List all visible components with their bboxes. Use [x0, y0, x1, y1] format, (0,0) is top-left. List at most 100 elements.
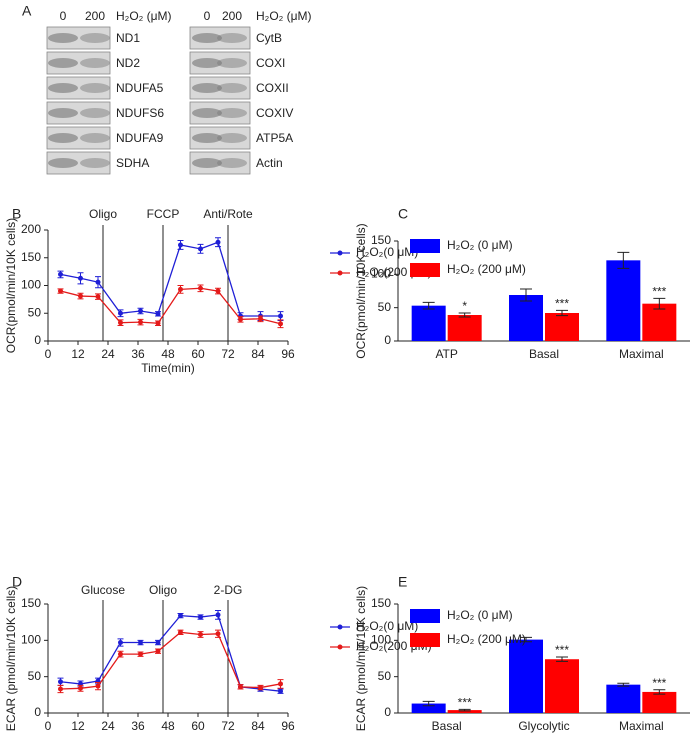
x-tick-label: 24 — [101, 719, 115, 733]
data-point — [78, 685, 83, 691]
y-axis-label: OCR(pmol/min/10K cells) — [4, 218, 18, 353]
event-label: Anti/Rote — [203, 207, 253, 221]
significance: *** — [555, 643, 569, 657]
data-point — [58, 288, 63, 294]
data-point — [215, 239, 221, 245]
blot-signal — [80, 108, 110, 118]
error-bar — [556, 656, 568, 662]
legend-label: H₂O₂(0 μM) — [356, 245, 418, 259]
legend-swatch — [410, 609, 440, 623]
bar — [606, 684, 641, 713]
bar — [411, 703, 446, 713]
data-point — [78, 293, 83, 299]
error-bar — [653, 297, 666, 310]
x-tick-label: 72 — [221, 719, 235, 733]
protein-label: COXI — [256, 56, 285, 70]
data-point — [178, 629, 183, 635]
blot-signal — [217, 33, 247, 43]
data-point — [258, 316, 263, 322]
data-point — [155, 311, 161, 317]
y-tick-label: 50 — [28, 305, 42, 319]
x-tick-label: 96 — [281, 719, 295, 733]
x-tick-label: 12 — [71, 347, 85, 361]
blot-band — [46, 76, 111, 100]
blot-signal — [192, 133, 222, 143]
protein-label: NDUFS6 — [116, 106, 164, 120]
x-tick-label: Glycolytic — [518, 719, 569, 733]
error-bar — [422, 301, 435, 310]
blot-signal — [192, 58, 222, 68]
x-tick-label: Maximal — [619, 719, 664, 733]
data-point — [58, 679, 63, 685]
data-point — [58, 271, 63, 277]
legend-label: H₂O₂(0 μM) — [356, 619, 418, 633]
data-point — [238, 684, 243, 690]
lane-label: 0 — [204, 9, 211, 23]
x-tick-label: 48 — [161, 719, 175, 733]
bar — [545, 659, 579, 713]
legend-label: H₂O₂ (200 μM) — [447, 262, 526, 276]
data-point — [138, 319, 143, 325]
data-point — [155, 640, 161, 646]
bar — [642, 691, 677, 713]
x-tick-label: 0 — [45, 719, 52, 733]
series-line — [60, 614, 281, 692]
data-point — [198, 632, 203, 638]
blot-signal — [192, 33, 222, 43]
significance: *** — [555, 297, 569, 311]
error-bar — [617, 682, 630, 687]
y-tick-label: 100 — [371, 267, 391, 281]
x-tick-label: 36 — [131, 719, 145, 733]
data-point — [238, 316, 243, 322]
blot-band — [46, 101, 111, 125]
error-bar — [617, 251, 630, 269]
blot-signal — [48, 83, 78, 93]
data-point — [95, 294, 101, 300]
lane-label: 0 — [60, 9, 67, 23]
blot-signal — [217, 133, 247, 143]
blot-signal — [80, 133, 110, 143]
error-bar — [458, 312, 471, 318]
data-point — [138, 640, 143, 646]
data-point — [95, 279, 101, 285]
bar — [642, 303, 677, 341]
panel-letter: E — [398, 574, 407, 590]
y-tick-label: 150 — [371, 233, 391, 247]
legend-marker — [337, 644, 343, 650]
legend-label: H₂O₂ (0 μM) — [447, 608, 513, 622]
event-label: Oligo — [149, 583, 177, 597]
data-point — [198, 614, 203, 620]
blot-signal — [48, 58, 78, 68]
bar — [509, 639, 543, 713]
data-point — [155, 320, 161, 326]
blot-signal — [192, 83, 222, 93]
bar — [509, 295, 543, 341]
legend-marker — [337, 624, 343, 630]
blot-signal — [48, 133, 78, 143]
error-bar — [422, 700, 435, 707]
protein-label: ND1 — [116, 31, 140, 45]
significance: *** — [458, 696, 472, 710]
bar — [447, 315, 482, 341]
blot-signal — [192, 108, 222, 118]
x-tick-label: 84 — [251, 719, 265, 733]
data-point — [138, 651, 143, 657]
data-point — [178, 242, 183, 248]
protein-label: CytB — [256, 31, 282, 45]
blot-signal — [217, 83, 247, 93]
blot-signal — [48, 108, 78, 118]
blot-signal — [217, 58, 247, 68]
y-tick-label: 200 — [21, 222, 41, 236]
error-bar — [520, 288, 532, 302]
series-line — [60, 241, 281, 317]
x-tick-label: 36 — [131, 347, 145, 361]
y-axis-label: ECAR (pmol/min/10K cells) — [354, 586, 368, 731]
significance: * — [462, 299, 467, 313]
x-tick-label: Basal — [529, 347, 559, 361]
bar — [545, 313, 579, 341]
data-point — [118, 320, 123, 326]
y-tick-label: 150 — [371, 596, 391, 610]
y-tick-label: 0 — [34, 705, 41, 719]
error-bar — [458, 708, 471, 712]
